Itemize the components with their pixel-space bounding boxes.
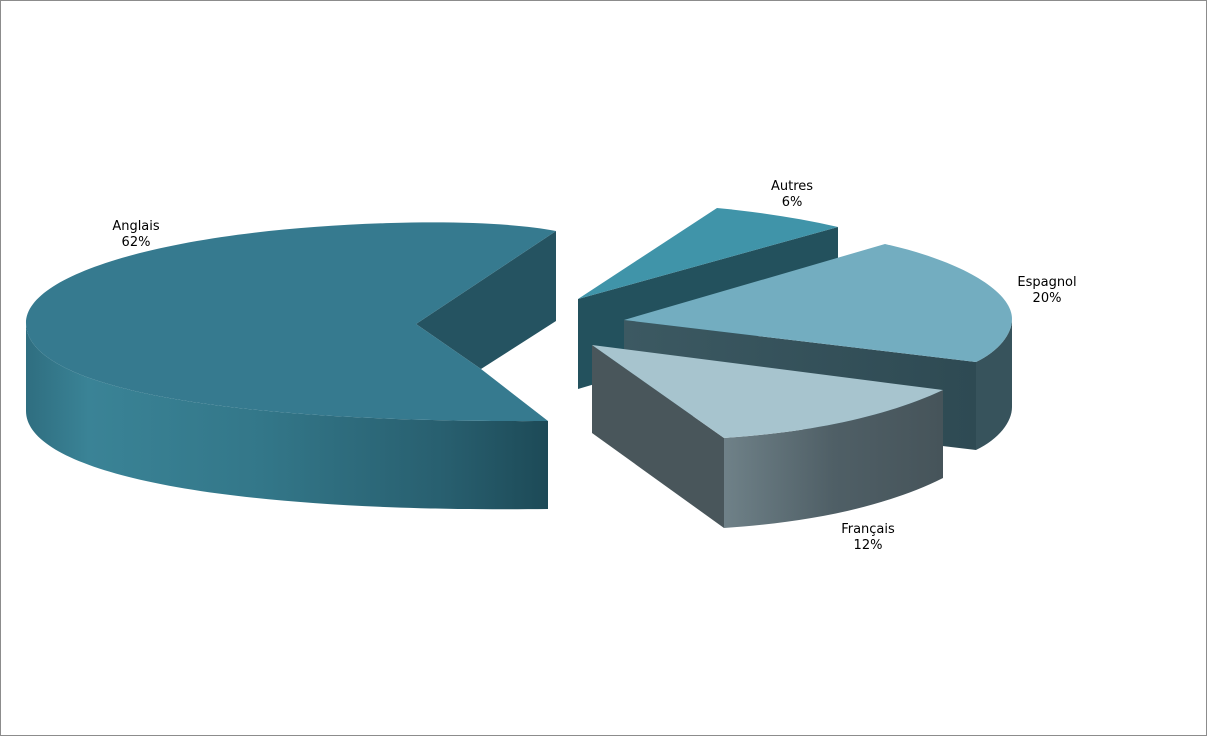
slice-francais [592,345,943,528]
slice-anglais-side-1 [416,231,556,369]
slice-label-espagnol: Espagnol [1017,275,1076,290]
slice-value-francais: 12% [854,538,883,553]
slice-label-autres: Autres [771,179,813,194]
slice-anglais-side-2 [26,323,548,510]
slice-label-anglais: Anglais [112,219,160,234]
slice-espagnol-top [624,244,1012,362]
slice-espagnol-side-2 [976,319,1012,450]
slice-value-autres: 6% [782,195,803,210]
slice-francais-top [592,345,943,438]
slice-value-espagnol: 20% [1033,291,1062,306]
slice-autres-top [578,208,838,299]
slice-anglais [26,222,556,510]
slice-francais-side-1 [592,345,724,528]
pie-slices [26,208,1012,528]
slice-label-francais: Français [841,522,895,537]
slice-value-anglais: 62% [122,235,151,250]
slice-francais-side-2 [724,390,943,528]
slice-anglais-top [26,222,556,422]
